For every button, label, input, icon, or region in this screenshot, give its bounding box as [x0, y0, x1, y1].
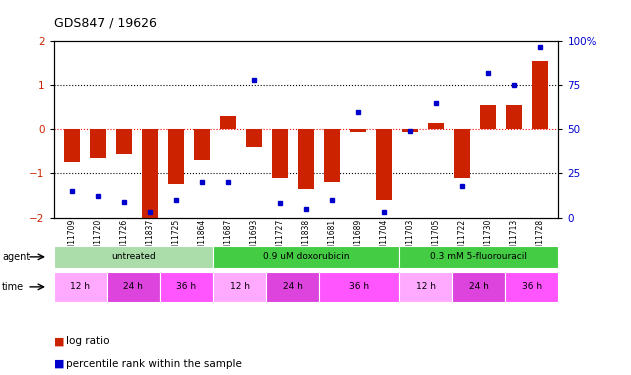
- Text: 36 h: 36 h: [522, 282, 542, 291]
- Bar: [324, 129, 340, 182]
- Text: 12 h: 12 h: [70, 282, 90, 291]
- Text: untreated: untreated: [111, 252, 156, 261]
- Text: 36 h: 36 h: [177, 282, 196, 291]
- Bar: [220, 116, 236, 129]
- Text: agent: agent: [2, 252, 30, 262]
- Text: ■: ■: [54, 336, 64, 346]
- Bar: [298, 129, 314, 189]
- Bar: [376, 129, 392, 200]
- Bar: [428, 123, 444, 129]
- Text: log ratio: log ratio: [66, 336, 110, 346]
- Text: 36 h: 36 h: [349, 282, 369, 291]
- Text: GDS847 / 19626: GDS847 / 19626: [54, 17, 156, 30]
- Bar: [533, 61, 548, 129]
- Bar: [454, 129, 470, 178]
- Text: 0.3 mM 5-fluorouracil: 0.3 mM 5-fluorouracil: [430, 252, 528, 261]
- Text: 24 h: 24 h: [283, 282, 303, 291]
- Text: 0.9 uM doxorubicin: 0.9 uM doxorubicin: [262, 252, 350, 261]
- Bar: [480, 105, 496, 129]
- Bar: [403, 129, 418, 132]
- Bar: [507, 105, 522, 129]
- Bar: [90, 129, 105, 158]
- Text: 12 h: 12 h: [230, 282, 250, 291]
- Bar: [142, 129, 158, 218]
- Bar: [64, 129, 80, 162]
- Bar: [116, 129, 132, 154]
- Text: time: time: [2, 282, 24, 292]
- Text: 12 h: 12 h: [416, 282, 435, 291]
- Bar: [246, 129, 262, 147]
- Text: percentile rank within the sample: percentile rank within the sample: [66, 359, 242, 369]
- Bar: [194, 129, 209, 160]
- Bar: [272, 129, 288, 178]
- Text: 24 h: 24 h: [469, 282, 488, 291]
- Bar: [168, 129, 184, 184]
- Bar: [350, 129, 366, 132]
- Text: ■: ■: [54, 359, 64, 369]
- Text: 24 h: 24 h: [124, 282, 143, 291]
